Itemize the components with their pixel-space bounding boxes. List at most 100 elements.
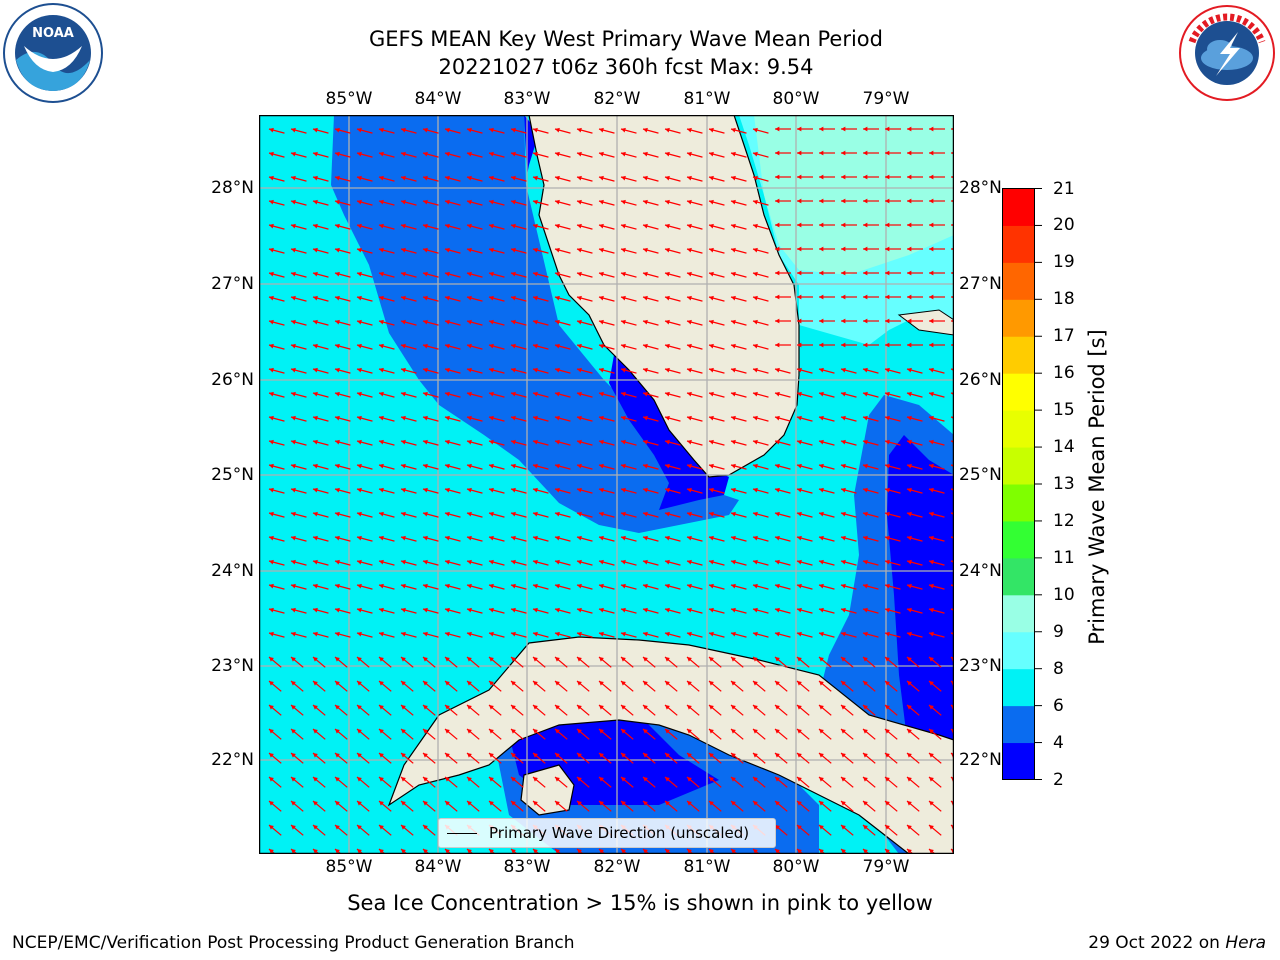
wave-direction-arrow <box>708 223 725 230</box>
wave-direction-arrow <box>576 728 590 740</box>
wave-direction-arrow <box>818 848 826 854</box>
wave-direction-arrow <box>444 800 458 812</box>
wave-direction-arrow <box>400 631 417 638</box>
wave-direction-arrow <box>422 752 436 764</box>
wave-direction-arrow <box>818 656 832 668</box>
nws-logo <box>1178 4 1276 102</box>
wave-direction-arrow <box>400 607 417 614</box>
wave-direction-arrow <box>400 704 414 716</box>
wave-direction-arrow <box>708 415 725 422</box>
wave-direction-arrow <box>400 656 414 668</box>
wave-direction-arrow <box>378 824 392 836</box>
wave-direction-arrow <box>730 607 747 614</box>
wave-direction-arrow <box>730 631 747 638</box>
wave-direction-arrow <box>752 728 766 740</box>
wave-direction-arrow <box>906 631 923 638</box>
wave-direction-arrow <box>708 343 725 350</box>
wave-direction-arrow <box>841 174 857 180</box>
wave-direction-arrow <box>598 631 615 638</box>
wave-direction-arrow <box>708 656 722 668</box>
wave-direction-arrow <box>598 367 615 374</box>
wave-direction-arrow <box>532 487 549 494</box>
lon-tick-top: 80°W <box>772 89 820 109</box>
wave-direction-arrow <box>532 367 549 374</box>
wave-direction-arrow <box>312 271 329 278</box>
wave-direction-arrow <box>554 559 571 566</box>
wave-direction-arrow <box>620 800 634 812</box>
wave-direction-arrow <box>708 631 725 638</box>
wave-direction-arrow <box>378 752 392 764</box>
wave-direction-arrow <box>620 631 637 638</box>
wave-direction-arrow <box>928 680 942 692</box>
wave-direction-arrow <box>841 198 857 204</box>
wave-direction-arrow <box>752 463 769 470</box>
wave-direction-arrow <box>862 631 879 638</box>
wave-direction-arrow <box>752 631 769 638</box>
wave-direction-arrow <box>290 127 307 134</box>
wave-direction-arrow <box>532 752 546 764</box>
wave-direction-arrow <box>510 631 527 638</box>
wave-direction-arrow <box>334 415 351 422</box>
wave-direction-arrow <box>642 704 656 716</box>
wave-direction-arrow <box>268 848 276 854</box>
wave-direction-arrow <box>642 511 659 518</box>
wave-direction-arrow <box>819 174 835 180</box>
wave-direction-arrow <box>356 487 373 494</box>
wave-direction-arrow <box>290 535 307 542</box>
wave-direction-arrow <box>378 319 395 326</box>
wave-direction-arrow <box>312 295 329 302</box>
colorbar-tick-label: 18 <box>1053 289 1075 310</box>
wave-direction-arrow <box>664 583 681 590</box>
wave-direction-arrow <box>444 631 461 638</box>
wave-direction-arrow <box>576 535 593 542</box>
wave-direction-arrow <box>268 247 285 254</box>
wave-direction-arrow <box>818 487 835 494</box>
wave-direction-arrow <box>290 271 307 278</box>
wave-direction-arrow <box>774 439 791 446</box>
wave-direction-arrow <box>400 175 417 182</box>
wave-direction-arrow <box>774 680 788 692</box>
wave-direction-arrow <box>422 319 439 326</box>
wave-direction-arrow <box>708 247 725 254</box>
wave-direction-arrow <box>334 848 342 854</box>
wave-direction-arrow <box>664 271 681 278</box>
wave-direction-arrow <box>928 800 942 812</box>
wave-direction-arrow <box>554 535 571 542</box>
wave-direction-arrow <box>444 151 461 158</box>
wave-direction-arrow <box>444 319 461 326</box>
wave-direction-arrow <box>686 848 694 854</box>
wave-direction-arrow <box>422 559 439 566</box>
wave-direction-arrow <box>819 342 835 348</box>
wave-direction-arrow <box>819 294 835 300</box>
wave-direction-arrow <box>598 559 615 566</box>
wave-direction-arrow <box>774 752 788 764</box>
footer-date: 29 Oct 2022 on Hera <box>1088 933 1266 953</box>
wave-direction-arrow <box>708 776 722 788</box>
wave-direction-arrow <box>488 223 505 230</box>
wave-direction-arrow <box>466 631 483 638</box>
wave-direction-arrow <box>708 463 725 470</box>
wave-direction-arrow <box>554 752 568 764</box>
lon-tick-bottom: 79°W <box>862 857 910 877</box>
wave-direction-arrow <box>906 415 923 422</box>
wave-direction-arrow <box>884 511 901 518</box>
land-cuba <box>387 636 954 854</box>
wave-direction-arrow <box>378 151 395 158</box>
wave-direction-arrow <box>400 343 417 350</box>
wave-direction-arrow <box>444 223 461 230</box>
wave-direction-arrow <box>422 656 436 668</box>
wave-direction-arrow <box>598 199 615 206</box>
wave-direction-arrow <box>576 656 590 668</box>
wave-direction-arrow <box>488 607 505 614</box>
footer-date-text: 29 Oct 2022 on <box>1088 933 1226 953</box>
wave-direction-arrow <box>268 559 285 566</box>
wave-direction-arrow <box>708 295 725 302</box>
wave-direction-arrow <box>862 511 879 518</box>
wave-direction-arrow <box>906 656 920 668</box>
wave-direction-arrow <box>752 367 769 374</box>
wave-direction-arrow <box>752 704 766 716</box>
wave-direction-arrow <box>378 776 392 788</box>
wave-direction-arrow <box>334 247 351 254</box>
wave-direction-arrow <box>400 247 417 254</box>
wave-direction-arrow <box>686 463 703 470</box>
